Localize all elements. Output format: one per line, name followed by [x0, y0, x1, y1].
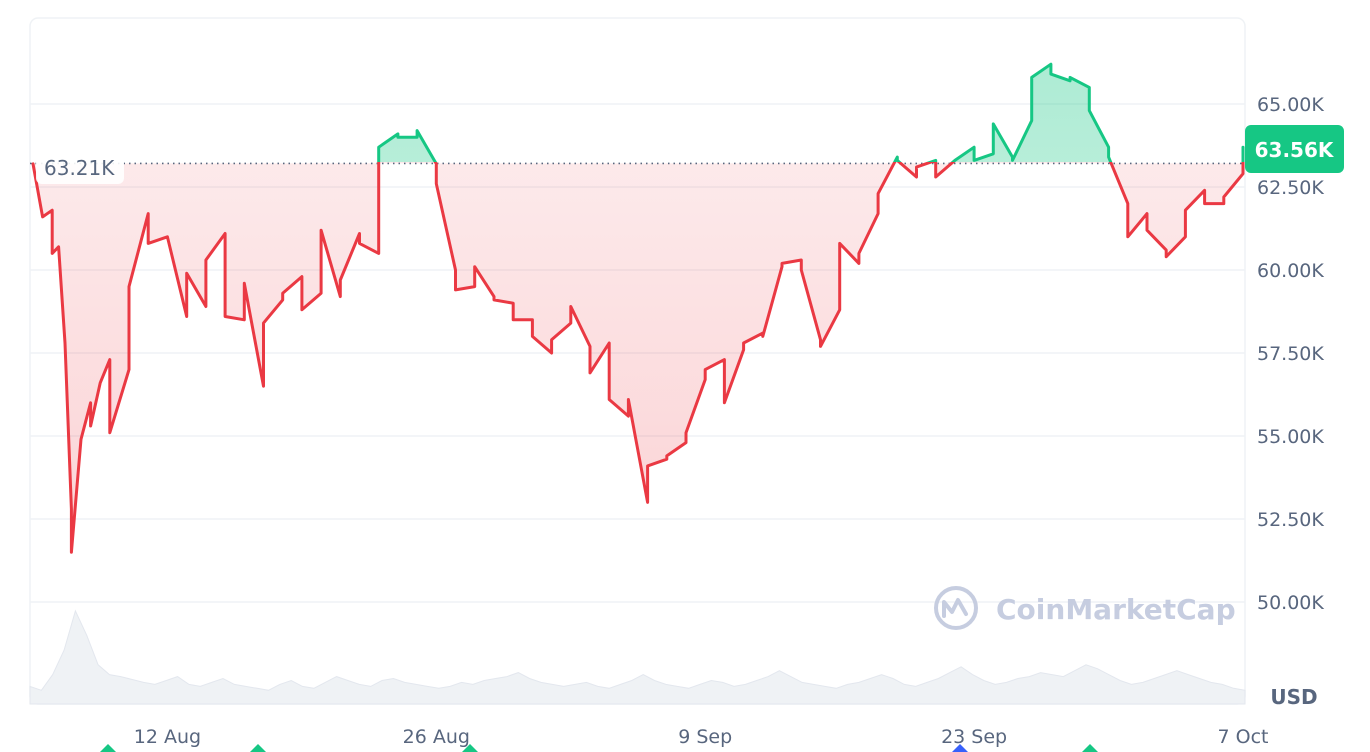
event-marker-icon[interactable] — [100, 744, 116, 752]
coinmarketcap-watermark: CoinMarketCap — [934, 586, 1236, 630]
y-tick-label: 65.00K — [1257, 94, 1324, 116]
above-baseline-area — [378, 64, 1243, 162]
y-tick-label: 52.50K — [1257, 509, 1324, 531]
event-marker-icon[interactable] — [952, 744, 968, 752]
volume-area-shape — [29, 609, 1246, 705]
y-tick-label: 62.50K — [1257, 177, 1324, 199]
volume-area — [29, 609, 1246, 705]
x-tick-label: 23 Sep — [941, 726, 1007, 748]
event-markers — [100, 744, 1098, 752]
current-price-label: 63.56K — [1255, 138, 1335, 162]
x-tick-label: 7 Oct — [1218, 726, 1269, 748]
baseline-label: 63.21K — [44, 156, 115, 180]
current-price-badge: 63.56K — [1245, 125, 1344, 173]
y-tick-label: 60.00K — [1257, 260, 1324, 282]
baseline-label-box: 63.21K — [36, 150, 124, 184]
below-baseline-area — [33, 162, 1243, 553]
coinmarketcap-logo-icon — [934, 586, 978, 630]
event-marker-icon[interactable] — [462, 744, 478, 752]
y-tick-label: 57.50K — [1257, 343, 1324, 365]
event-marker-icon[interactable] — [1082, 744, 1098, 752]
event-marker-icon[interactable] — [250, 744, 266, 752]
x-tick-label: 9 Sep — [678, 726, 732, 748]
price-line-above-baseline — [377, 62, 1245, 162]
x-axis: 12 Aug 26 Aug 9 Sep 23 Sep 7 Oct — [134, 726, 1269, 748]
price-line-below-baseline — [31, 162, 1245, 554]
currency-unit-label: USD — [1270, 685, 1317, 709]
x-tick-label: 26 Aug — [403, 726, 470, 748]
y-axis: 65.00K 62.50K 60.00K 57.50K 55.00K 52.50K 50.0… — [1257, 94, 1324, 614]
y-tick-label: 50.00K — [1257, 592, 1324, 614]
x-tick-label: 12 Aug — [134, 726, 201, 748]
y-tick-label: 55.00K — [1257, 426, 1324, 448]
watermark-text: CoinMarketCap — [996, 593, 1236, 626]
